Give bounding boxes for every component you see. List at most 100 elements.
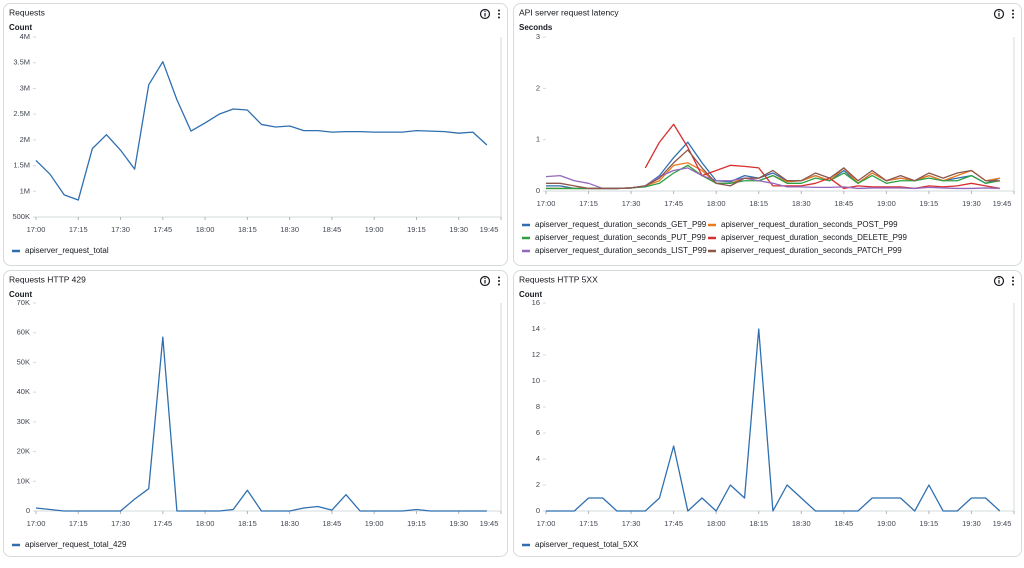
y-tick-label: 40K	[17, 387, 30, 396]
x-tick-label: 18:30	[792, 519, 811, 528]
menu-dot[interactable]	[498, 13, 500, 15]
x-tick-label: 18:30	[792, 199, 811, 208]
menu-dot[interactable]	[1012, 280, 1014, 282]
menu-dot[interactable]	[498, 16, 500, 19]
x-tick-label: 18:30	[280, 225, 299, 234]
y-tick-label: 2M	[20, 135, 30, 144]
y-axis-label: Count	[9, 23, 32, 32]
info-icon-dot	[484, 277, 486, 280]
x-tick-label: 18:45	[323, 519, 342, 528]
panel-frame	[3, 270, 508, 557]
x-tick-label: 18:45	[323, 225, 342, 234]
menu-dot[interactable]	[498, 276, 500, 279]
x-tick-label: 18:00	[196, 225, 215, 234]
panel: Requests Count 500K 1M 1.5M 2M 2.5M 3M 3.5M 4M 17:…	[3, 3, 508, 266]
y-tick-label: 12	[532, 350, 540, 359]
x-tick-label: 19:30	[962, 199, 981, 208]
y-tick-label: 2.5M	[13, 109, 30, 118]
panel-frame	[3, 3, 508, 266]
x-tick-label: 18:30	[280, 519, 299, 528]
legend-label[interactable]: apiserver_request_total_429	[25, 540, 127, 549]
menu-dot[interactable]	[1012, 9, 1014, 12]
panel-frame	[513, 270, 1022, 557]
legend-label[interactable]: apiserver_request_duration_seconds_GET_P…	[535, 220, 707, 229]
x-tick-label: 18:15	[238, 519, 257, 528]
y-tick-label: 8	[536, 402, 540, 411]
x-tick-label: 17:00	[537, 199, 556, 208]
info-icon[interactable]	[479, 275, 491, 287]
series-line	[35, 61, 488, 201]
x-tick-label: 17:30	[622, 199, 641, 208]
info-icon-dot	[484, 10, 486, 13]
menu-dot[interactable]	[1012, 13, 1014, 15]
info-icon-dot	[998, 277, 1000, 280]
info-icon-dot	[998, 10, 1000, 13]
panel: Requests HTTP 429 Count 0 10K 20K 30K 40K 50K 60…	[3, 270, 508, 557]
series-line	[644, 123, 1000, 190]
x-tick-label: 17:00	[27, 519, 46, 528]
y-tick-label: 60K	[17, 328, 30, 337]
panel: Requests HTTP 5XX Count 0 2 4 6 8 10 12 14 16 17:00…	[513, 270, 1022, 557]
menu-dot[interactable]	[1012, 16, 1014, 19]
panel-frame	[513, 3, 1022, 266]
x-tick-label: 19:45	[993, 519, 1012, 528]
y-tick-label: 0	[26, 506, 30, 515]
y-tick-label: 3	[536, 32, 540, 41]
x-tick-label: 17:45	[664, 519, 683, 528]
info-icon[interactable]	[479, 8, 491, 20]
y-tick-label: 20K	[17, 447, 30, 456]
legend-label[interactable]: apiserver_request_duration_seconds_POST_…	[721, 220, 898, 229]
x-tick-label: 17:30	[111, 225, 130, 234]
y-tick-label: 3M	[20, 83, 30, 92]
x-tick-label: 18:15	[749, 519, 768, 528]
x-tick-label: 17:45	[153, 225, 172, 234]
x-tick-label: 18:00	[196, 519, 215, 528]
x-tick-label: 18:00	[707, 199, 726, 208]
x-tick-label: 19:00	[877, 519, 896, 528]
x-tick-label: 19:30	[449, 519, 468, 528]
x-tick-label: 19:30	[449, 225, 468, 234]
y-tick-label: 16	[532, 298, 540, 307]
series-line	[546, 328, 1001, 512]
menu-dot[interactable]	[498, 9, 500, 12]
legend-label[interactable]: apiserver_request_total	[25, 246, 109, 255]
x-tick-label: 18:45	[834, 199, 853, 208]
x-tick-label: 19:00	[877, 199, 896, 208]
legend-label[interactable]: apiserver_request_duration_seconds_DELET…	[721, 233, 907, 242]
legend-label[interactable]: apiserver_request_duration_seconds_LIST_…	[535, 246, 707, 255]
x-tick-label: 17:30	[622, 519, 641, 528]
x-tick-label: 19:45	[480, 519, 499, 528]
x-tick-label: 17:30	[111, 519, 130, 528]
y-tick-label: 14	[532, 324, 540, 333]
x-tick-label: 17:45	[664, 199, 683, 208]
y-tick-label: 2	[536, 83, 540, 92]
x-tick-label: 19:45	[480, 225, 499, 234]
menu-dot[interactable]	[1012, 283, 1014, 286]
info-icon[interactable]	[993, 275, 1005, 287]
menu-dot[interactable]	[498, 283, 500, 286]
legend-label[interactable]: apiserver_request_total_5XX	[535, 540, 639, 549]
x-tick-label: 19:00	[365, 225, 384, 234]
y-tick-label: 0	[536, 506, 540, 515]
menu-dot[interactable]	[1012, 276, 1014, 279]
x-tick-label: 19:15	[920, 199, 939, 208]
x-tick-label: 17:15	[579, 519, 598, 528]
y-tick-label: 10K	[17, 476, 30, 485]
y-tick-label: 6	[536, 428, 540, 437]
panel-title: Requests HTTP 429	[9, 274, 86, 284]
x-tick-label: 17:15	[69, 519, 88, 528]
x-tick-label: 18:15	[749, 199, 768, 208]
y-tick-label: 500K	[12, 212, 30, 221]
info-icon[interactable]	[993, 8, 1005, 20]
menu-dot[interactable]	[498, 280, 500, 282]
y-tick-label: 50K	[17, 357, 30, 366]
y-axis-label: Count	[519, 290, 542, 299]
panel-title: Requests HTTP 5XX	[519, 274, 598, 284]
legend-label[interactable]: apiserver_request_duration_seconds_PATCH…	[721, 246, 902, 255]
x-tick-label: 19:00	[365, 519, 384, 528]
y-tick-label: 30K	[17, 417, 30, 426]
legend-label[interactable]: apiserver_request_duration_seconds_PUT_P…	[535, 233, 706, 242]
x-tick-label: 18:15	[238, 225, 257, 234]
